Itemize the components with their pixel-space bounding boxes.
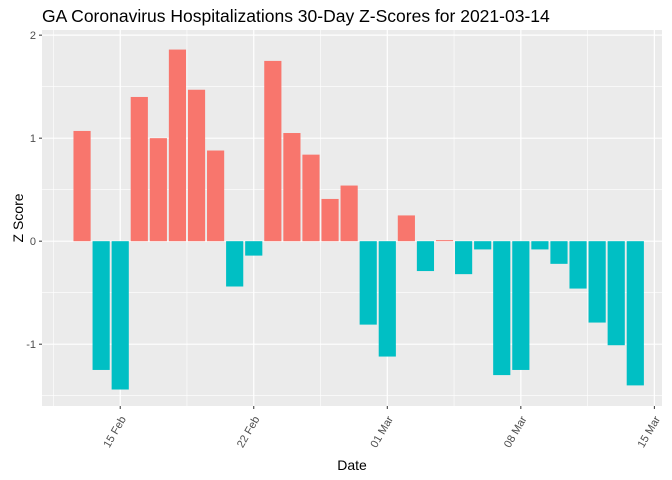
bar-2021-03-03 <box>416 241 435 272</box>
bar-2021-02-25 <box>302 154 320 242</box>
bar-2021-03-07 <box>493 241 511 376</box>
bar-2021-02-15 <box>111 241 129 390</box>
x-tick-label: 15 Mar <box>636 414 664 450</box>
bar-2021-03-12 <box>588 241 606 323</box>
bar-2021-02-14 <box>92 241 110 370</box>
bar-layer <box>73 49 644 390</box>
bar-2021-02-21 <box>226 241 244 287</box>
bar-2021-02-24 <box>283 133 301 242</box>
bar-2021-02-16 <box>130 96 148 242</box>
y-tick-label: 1 <box>30 133 36 145</box>
bar-2021-02-13 <box>73 130 91 242</box>
bar-2021-02-27 <box>340 185 358 242</box>
x-axis-title: Date <box>337 457 367 473</box>
bar-2021-03-14 <box>626 241 644 386</box>
bar-2021-02-17 <box>149 138 167 242</box>
y-tick-label: 2 <box>30 30 36 42</box>
chart-title: GA Coronavirus Hospitalizations 30-Day Z… <box>42 6 550 26</box>
x-tick-label: 08 Mar <box>502 414 530 450</box>
bar-2021-03-09 <box>531 241 549 250</box>
y-tick-label: 0 <box>30 236 36 248</box>
bar-2021-03-05 <box>455 241 473 275</box>
bar-2021-03-06 <box>474 241 492 250</box>
bar-2021-03-04 <box>435 240 454 242</box>
x-tick-label: 22 Feb <box>235 414 263 450</box>
bar-2021-03-08 <box>512 241 530 370</box>
bar-2021-02-18 <box>168 49 187 242</box>
bar-2021-02-20 <box>207 150 225 242</box>
bar-2021-02-22 <box>245 241 263 256</box>
x-tick-label: 15 Feb <box>101 414 129 450</box>
bar-2021-02-19 <box>187 89 206 242</box>
bar-2021-03-11 <box>569 241 587 289</box>
grid-layer <box>42 30 662 406</box>
y-tick-label: -1 <box>26 339 36 351</box>
bar-2021-03-10 <box>550 241 568 264</box>
x-tick-label: 01 Mar <box>368 414 396 450</box>
bar-2021-02-28 <box>359 241 377 325</box>
bar-2021-02-23 <box>264 60 282 242</box>
bar-2021-03-13 <box>607 241 625 346</box>
bar-2021-03-02 <box>397 215 415 242</box>
bar-2021-03-01 <box>378 241 396 357</box>
bar-2021-02-26 <box>321 198 339 242</box>
y-axis-title: Z Score <box>10 193 26 242</box>
